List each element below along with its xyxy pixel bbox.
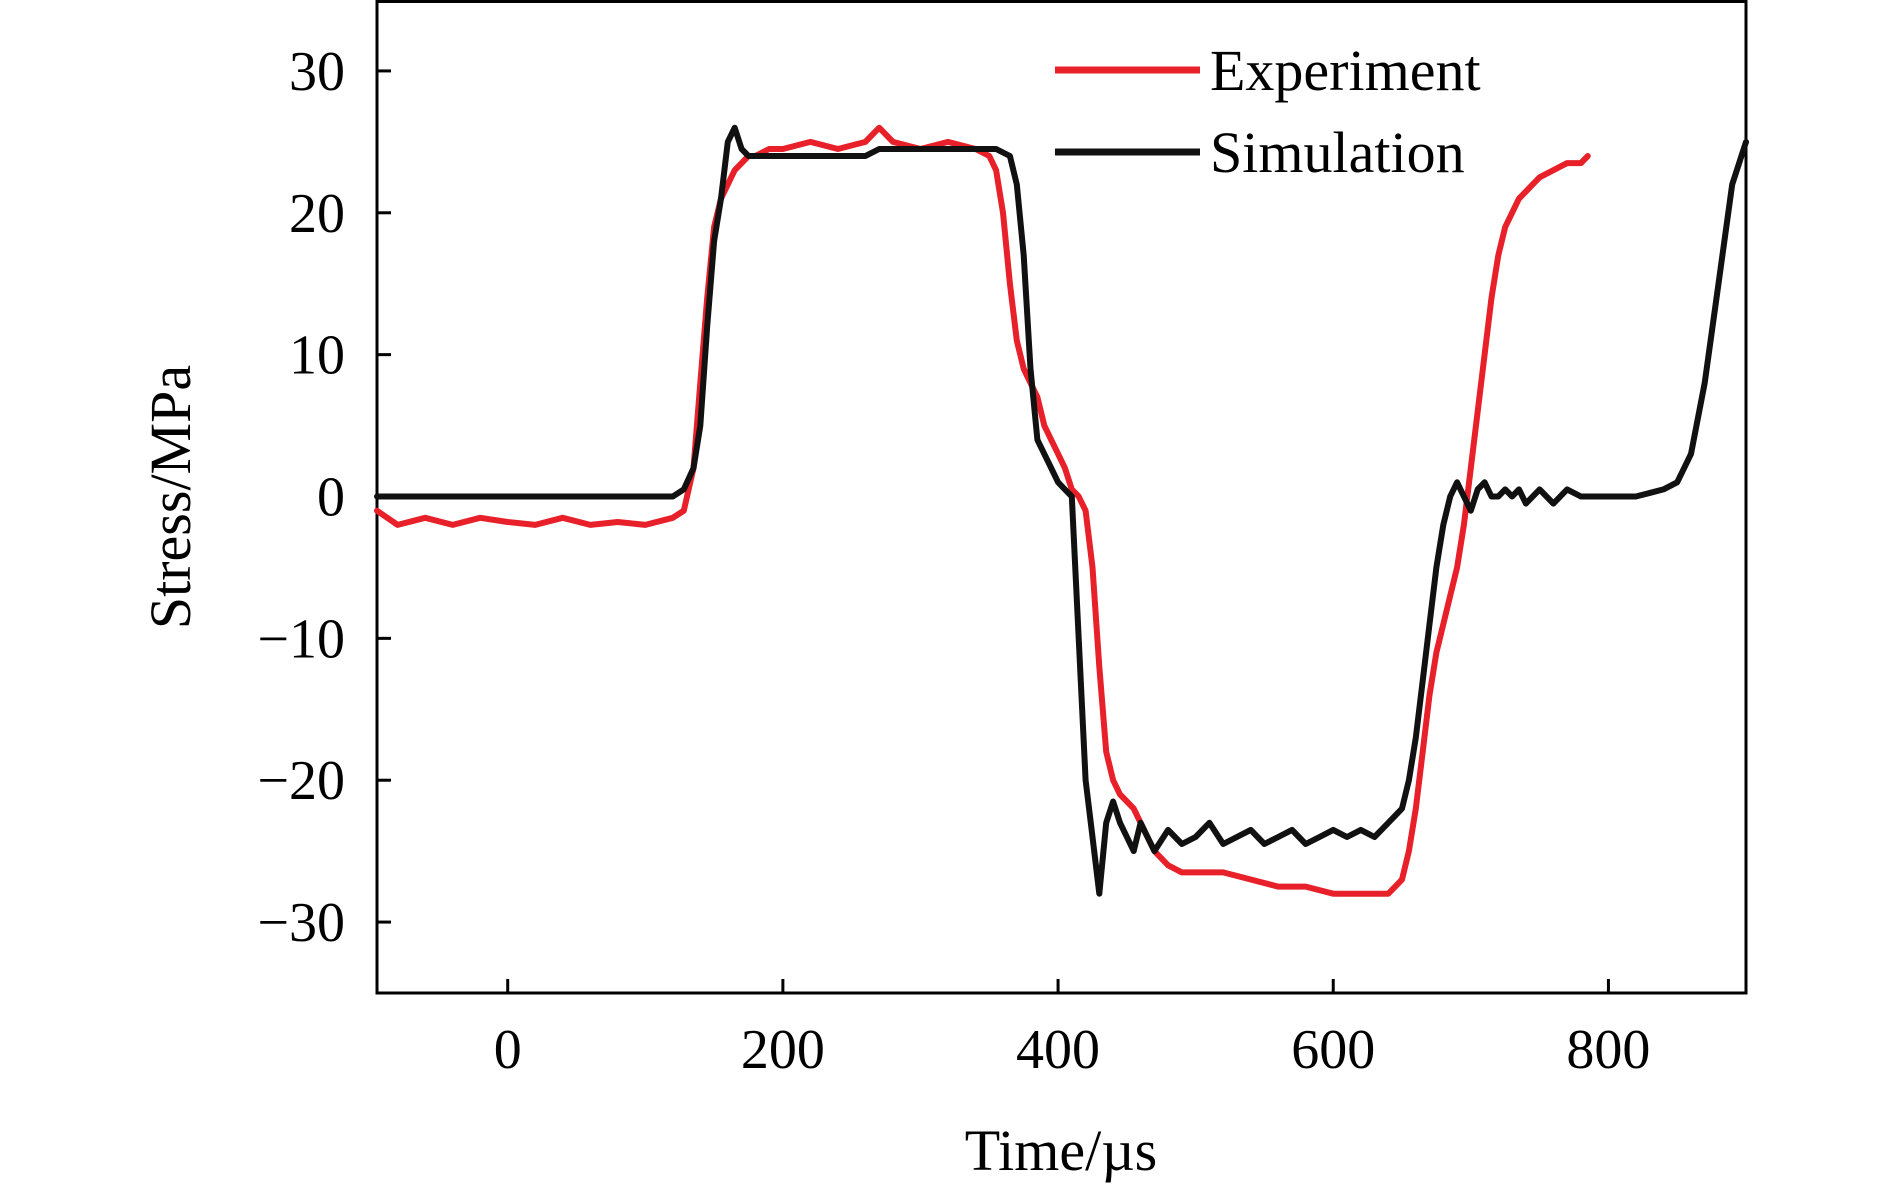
x-tick-label: 0 <box>494 1019 522 1081</box>
y-tick-label: −30 <box>257 892 345 954</box>
y-tick-label: −10 <box>257 608 345 670</box>
x-tick-label: 400 <box>1016 1019 1100 1081</box>
legend: Experiment Simulation <box>1055 38 1481 185</box>
y-tick-label: 10 <box>289 325 345 387</box>
y-axis-title: Stress/MPa <box>138 365 203 629</box>
x-axis-title: Time/µs <box>965 1118 1157 1183</box>
legend-label-experiment: Experiment <box>1210 38 1481 103</box>
x-tick-label: 200 <box>741 1019 825 1081</box>
series-layer <box>374 124 1749 897</box>
series-line-simulation <box>374 124 1749 897</box>
y-tick-label: 20 <box>289 183 345 245</box>
x-tick-label: 600 <box>1291 1019 1375 1081</box>
x-axis: 0 200 400 600 800 <box>494 979 1650 1081</box>
legend-label-simulation: Simulation <box>1210 120 1465 185</box>
y-tick-label: −20 <box>257 750 345 812</box>
y-tick-label: 30 <box>289 41 345 103</box>
x-tick-label: 800 <box>1566 1019 1650 1081</box>
y-axis: −30 −20 −10 0 10 20 30 <box>257 41 391 954</box>
y-tick-label: 0 <box>317 467 345 529</box>
